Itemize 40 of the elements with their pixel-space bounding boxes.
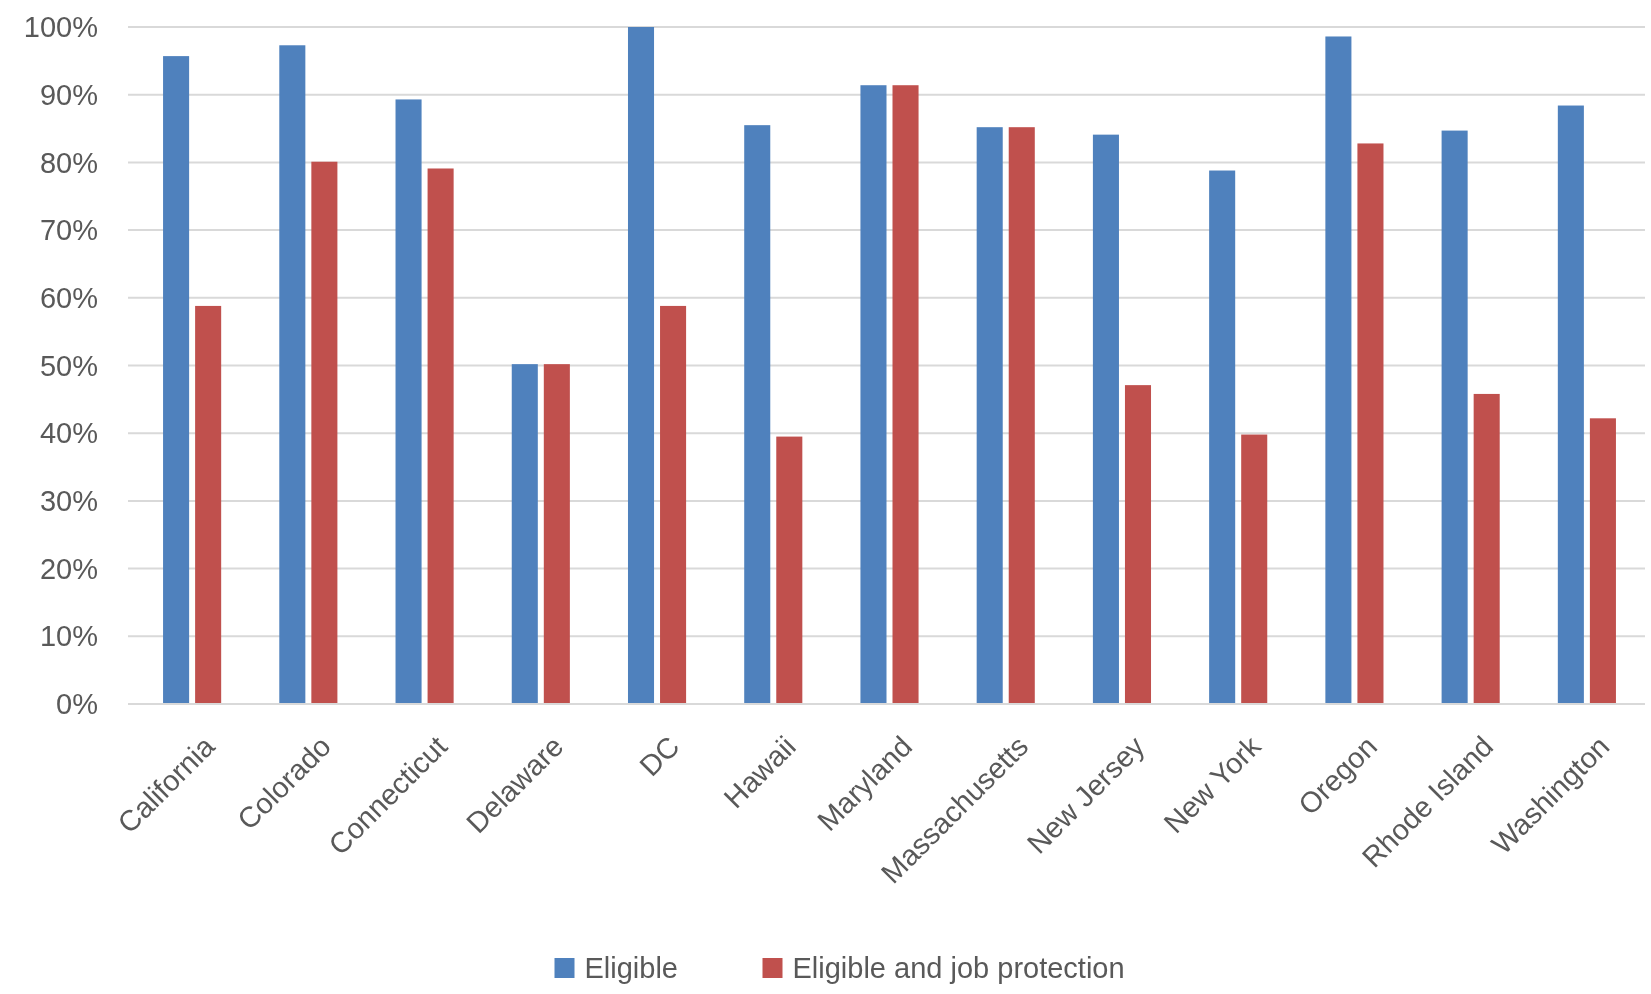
bar (776, 436, 803, 704)
bar (1008, 127, 1035, 704)
bar (511, 364, 538, 704)
bar (279, 45, 306, 704)
bar (860, 85, 887, 704)
y-tick-label: 40% (39, 417, 98, 450)
bar (427, 168, 454, 704)
bar (976, 127, 1003, 704)
bar (1589, 418, 1616, 704)
y-tick-label: 30% (39, 485, 98, 518)
bar (195, 305, 222, 704)
bar (1325, 36, 1352, 704)
y-tick-label: 80% (39, 146, 98, 179)
y-tick-label: 50% (39, 349, 98, 382)
bar (1241, 434, 1268, 704)
y-tick-label: 70% (39, 214, 98, 247)
y-tick-label: 90% (39, 78, 98, 111)
bar (892, 85, 919, 704)
bar (744, 125, 771, 704)
bar (627, 27, 655, 704)
y-tick-label: 100% (23, 11, 98, 44)
y-tick-label: 20% (39, 552, 98, 585)
bar (1473, 393, 1500, 704)
bar (1441, 130, 1468, 704)
bar (1357, 143, 1384, 704)
legend-label: Eligible (584, 952, 678, 985)
bar (1209, 170, 1236, 704)
bar (311, 161, 338, 704)
bar (1557, 105, 1584, 704)
x-tick-label: DC (633, 729, 686, 783)
y-tick-label: 60% (39, 281, 98, 314)
bar (163, 56, 190, 704)
bar (1092, 134, 1119, 704)
y-tick-label: 0% (56, 688, 98, 721)
bar (543, 364, 570, 704)
bar (660, 305, 687, 704)
y-tick-label: 10% (39, 620, 98, 653)
legend-label: Eligible and job protection (792, 952, 1125, 985)
bar (1124, 385, 1152, 704)
bar (395, 99, 422, 704)
